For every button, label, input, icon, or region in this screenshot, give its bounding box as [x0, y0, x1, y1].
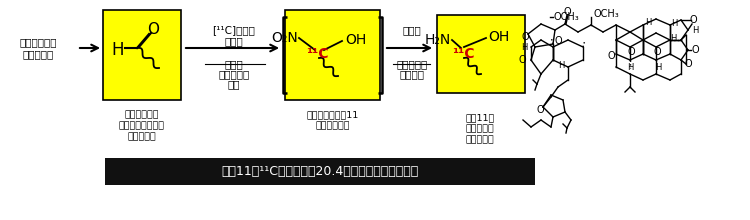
Text: ニトロ基の: ニトロ基の [396, 59, 427, 69]
Text: H: H [112, 41, 124, 59]
Text: O: O [691, 45, 699, 55]
Text: エリブリン: エリブリン [466, 136, 494, 145]
Text: O: O [518, 55, 526, 65]
Text: H: H [645, 18, 651, 26]
Text: ¹¹C: ¹¹C [306, 47, 328, 61]
Text: OH: OH [488, 30, 509, 44]
Bar [103, 10, 181, 100]
Text: [¹¹C]ニトロ: [¹¹C]ニトロ [212, 25, 256, 35]
Text: 還元剤: 還元剤 [403, 25, 422, 35]
Text: O: O [521, 32, 529, 42]
Text: O: O [608, 51, 615, 61]
Text: O: O [627, 47, 634, 57]
Text: H: H [520, 42, 527, 51]
Text: OH: OH [345, 33, 366, 47]
Text: エリブリンの: エリブリンの [124, 110, 159, 119]
Text: O₂N: O₂N [272, 31, 298, 45]
Text: 中心骨格を有する: 中心骨格を有する [119, 121, 165, 130]
Text: O: O [536, 105, 544, 115]
Text: H: H [670, 18, 677, 28]
Bar [105, 158, 535, 185]
Text: H: H [627, 62, 633, 72]
Text: O: O [147, 22, 159, 37]
Bar [285, 10, 380, 100]
Text: 炭甙11（¹¹C、半減期：20.4分）を用いる合成反応: 炭甙11（¹¹C、半減期：20.4分）を用いる合成反応 [221, 165, 419, 178]
Text: O: O [689, 15, 697, 25]
Text: O: O [653, 47, 661, 57]
Text: H₂N: H₂N [424, 33, 451, 47]
Bar [437, 15, 525, 93]
Text: O: O [563, 7, 571, 17]
Text: H: H [692, 26, 698, 35]
Text: OCH₃: OCH₃ [553, 12, 579, 22]
Text: H: H [558, 61, 564, 70]
Text: ニトロ基と炭素11: ニトロ基と炭素11 [307, 110, 359, 119]
Text: 炭素11で: 炭素11で [465, 114, 495, 123]
Text: H: H [655, 62, 662, 72]
Text: を持つ中間体: を持つ中間体 [316, 121, 350, 130]
Text: OCH₃: OCH₃ [593, 9, 619, 19]
Text: アルドール: アルドール [218, 69, 250, 79]
Text: アルデヒド: アルデヒド [128, 132, 156, 141]
Text: 反応: 反応 [228, 79, 240, 89]
Text: O: O [684, 59, 692, 69]
Text: メタン: メタン [225, 36, 243, 46]
Text: ニトロ: ニトロ [225, 59, 243, 69]
Text: エリブリンの: エリブリンの [20, 37, 57, 47]
Text: 合成中間体: 合成中間体 [22, 49, 54, 59]
Text: H: H [670, 33, 676, 42]
Text: O: O [554, 36, 562, 46]
Text: 還元反応: 還元反応 [400, 69, 424, 79]
Text: 標識された: 標識された [466, 125, 494, 134]
Text: ¹¹C: ¹¹C [452, 47, 474, 61]
